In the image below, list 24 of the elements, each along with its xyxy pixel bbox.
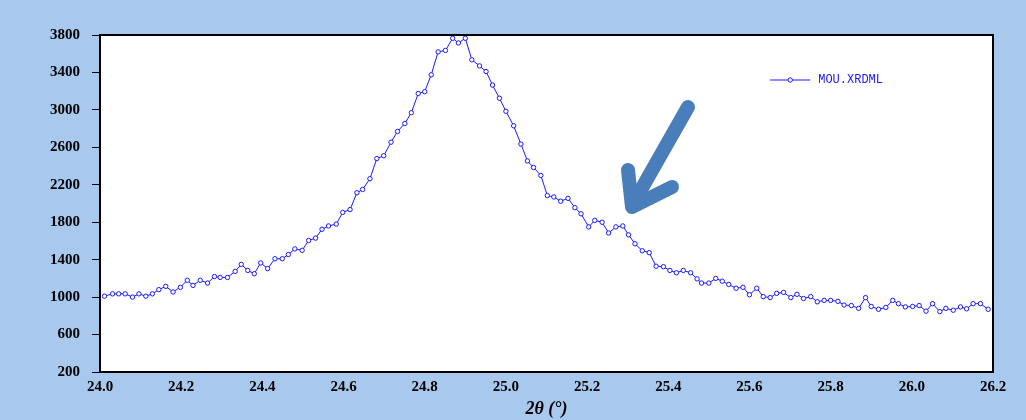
y-tick-label: 3400 xyxy=(50,63,80,80)
y-tick-label: 1400 xyxy=(50,250,80,267)
y-tick-label: 3800 xyxy=(50,25,80,42)
y-tick-label: 3000 xyxy=(50,100,80,117)
legend-label: MOU.XRDML xyxy=(818,73,883,88)
x-tick-label: 26.0 xyxy=(898,377,925,394)
x-tick-label: 24.4 xyxy=(249,377,276,394)
x-tick-label: 24.6 xyxy=(330,377,358,394)
x-tick-label: 26.2 xyxy=(979,377,1007,394)
y-tick-label: 1800 xyxy=(50,213,80,230)
x-tick-label: 25.4 xyxy=(655,377,682,394)
x-tick-label: 25.0 xyxy=(492,377,520,394)
x-tick-label: 25.2 xyxy=(573,377,601,394)
x-tick-label: 24.2 xyxy=(168,377,195,394)
x-tick-label: 24.0 xyxy=(86,377,114,394)
x-tick-label: 25.6 xyxy=(736,377,764,394)
x-tick-label: 25.8 xyxy=(817,377,844,394)
y-tick-label: 600 xyxy=(57,325,80,342)
x-tick-label: 24.8 xyxy=(411,377,438,394)
y-tick-label: 1000 xyxy=(50,287,80,304)
y-tick-label: 2600 xyxy=(50,138,80,155)
x-axis-title: 2θ (°) xyxy=(524,397,568,419)
y-tick-label: 200 xyxy=(57,362,80,379)
y-tick-label: 2200 xyxy=(50,175,80,192)
